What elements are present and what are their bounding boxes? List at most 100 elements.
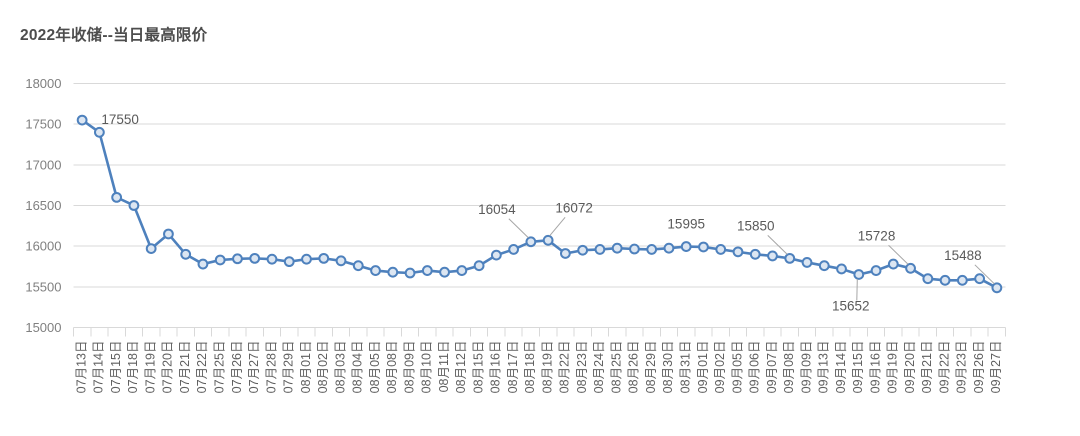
- x-axis-label: 08月02日: [316, 341, 330, 394]
- data-point: [266, 253, 278, 265]
- y-axis-label: 16000: [25, 239, 61, 254]
- data-point: [93, 126, 105, 138]
- x-axis-label: 08月01日: [299, 341, 313, 394]
- x-axis-label: 08月18日: [523, 341, 537, 394]
- data-point: [421, 265, 433, 276]
- data-label: 17550: [101, 112, 139, 127]
- data-point: [128, 200, 140, 211]
- chart-title: 2022年收储--当日最高限价: [20, 27, 208, 44]
- y-axis-label: 15500: [25, 279, 61, 294]
- data-label: 16072: [555, 200, 593, 215]
- data-label: 15488: [944, 248, 982, 263]
- data-point: [76, 114, 88, 126]
- data-point: [197, 258, 209, 270]
- data-point: [335, 255, 347, 267]
- x-axis-label: 08月03日: [333, 341, 347, 394]
- x-axis-label: 07月21日: [178, 341, 192, 394]
- x-axis-label: 08月15日: [471, 341, 485, 394]
- x-axis-label: 08月26日: [627, 341, 641, 394]
- data-point: [870, 265, 882, 276]
- data-point: [974, 273, 986, 285]
- data-point: [715, 244, 727, 255]
- x-axis-label: 07月27日: [247, 341, 261, 394]
- data-point: [905, 262, 916, 274]
- data-point: [784, 252, 796, 264]
- x-axis-label: 08月19日: [540, 341, 554, 394]
- x-axis-label: 09月01日: [696, 341, 710, 394]
- data-point: [404, 267, 416, 279]
- x-axis-label: 09月23日: [955, 341, 969, 394]
- data-label-leader-line: [767, 235, 788, 255]
- data-point: [283, 256, 295, 268]
- x-axis-label: 09月22日: [937, 341, 951, 394]
- data-point: [525, 236, 537, 248]
- x-axis-label: 09月09日: [799, 341, 813, 394]
- data-point: [387, 266, 399, 278]
- data-point: [594, 244, 606, 255]
- x-axis: [73, 327, 1006, 337]
- data-point: [490, 249, 502, 261]
- x-axis-label: 07月19日: [143, 341, 157, 394]
- y-axis-label: 18000: [25, 76, 61, 91]
- x-axis-label: 07月22日: [195, 341, 209, 394]
- y-axis-label: 16500: [25, 198, 61, 213]
- y-axis-label: 17000: [25, 157, 61, 172]
- data-point: [801, 257, 813, 268]
- x-axis-label: 07月28日: [264, 341, 278, 394]
- data-point: [180, 248, 192, 260]
- data-point: [611, 242, 623, 254]
- x-axis-label: 08月09日: [402, 341, 416, 394]
- x-axis-tick-labels: 07月13日 07月14日 07月15日 07月18日 07月19日 07月20日 07月2…: [74, 341, 1003, 394]
- data-point: [301, 253, 312, 265]
- data-point: [163, 228, 174, 240]
- x-axis-label: 08月22日: [558, 341, 572, 394]
- x-axis-label: 09月08日: [782, 341, 796, 394]
- x-axis-label: 08月05日: [368, 341, 382, 394]
- x-axis-label: 08月10日: [420, 341, 434, 394]
- x-axis-label: 08月23日: [575, 341, 589, 394]
- x-axis-label: 09月20日: [903, 341, 917, 394]
- data-point: [559, 248, 571, 259]
- x-axis-label: 07月13日: [74, 341, 88, 394]
- x-axis-label: 08月16日: [489, 341, 503, 394]
- data-point: [249, 252, 261, 264]
- data-point: [767, 250, 778, 262]
- data-point: [698, 241, 709, 253]
- data-point: [508, 244, 520, 255]
- x-axis-label: 09月15日: [851, 341, 865, 394]
- x-axis-label: 07月18日: [126, 341, 140, 394]
- data-point: [352, 260, 364, 272]
- data-point: [232, 253, 243, 265]
- y-axis-tick-labels: 15000 15500 16000 16500 17000 17500 18000: [25, 76, 61, 335]
- data-label-leader-line: [974, 264, 995, 285]
- data-point: [680, 241, 692, 252]
- data-label-leader-line: [549, 216, 566, 237]
- x-axis-label: 07月26日: [230, 341, 244, 394]
- x-axis-label: 09月16日: [868, 341, 882, 394]
- x-axis-label: 07月25日: [212, 341, 226, 394]
- data-labels: 17550 16054 16072 15995 15850 15652 15728 15488: [101, 112, 995, 313]
- data-point: [663, 242, 675, 254]
- x-axis-label: 07月15日: [109, 341, 123, 394]
- x-axis-label: 09月21日: [920, 341, 934, 394]
- data-point: [473, 260, 485, 272]
- data-label-leader-line: [508, 218, 529, 239]
- x-axis-label: 08月11日: [437, 341, 451, 393]
- x-axis-label: 09月19日: [886, 341, 900, 394]
- x-axis-label: 09月14日: [834, 341, 848, 394]
- data-point: [956, 274, 968, 286]
- x-axis-label: 09月26日: [972, 341, 986, 394]
- data-point: [732, 246, 744, 258]
- data-point: [214, 254, 226, 266]
- data-point: [318, 252, 330, 264]
- x-axis-label: 09月02日: [713, 341, 727, 394]
- data-label-leader-line: [888, 244, 909, 265]
- data-point: [749, 248, 761, 260]
- x-axis-label: 07月29日: [282, 341, 296, 394]
- data-point: [836, 263, 847, 275]
- x-axis-label: 08月04日: [351, 341, 365, 394]
- data-point: [991, 282, 1003, 294]
- x-axis-label: 08月30日: [661, 341, 675, 394]
- data-point: [456, 265, 468, 276]
- data-label: 15728: [858, 228, 896, 243]
